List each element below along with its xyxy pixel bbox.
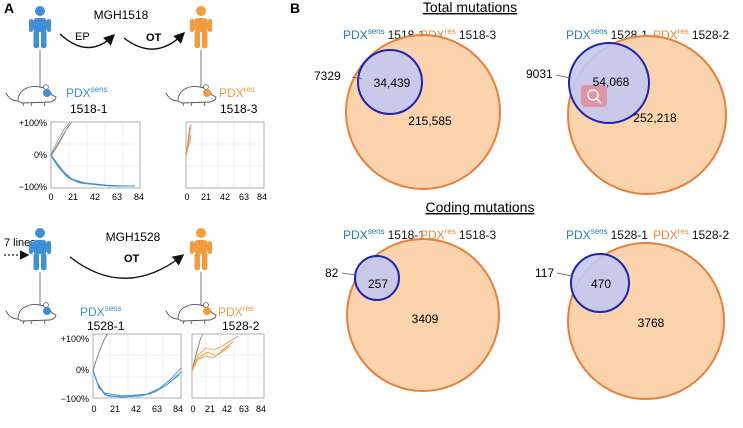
sens-label-1528-1: PDXsens: [80, 304, 122, 319]
y-tick-top: −100%: [19, 182, 47, 192]
growth-chart-1518-1: [50, 121, 141, 189]
x-tick: 21: [68, 192, 78, 202]
venn-coding-1528: PDXsens 1528-1 PDXres 1528-2 117 470 3768: [535, 227, 730, 400]
venn-only-sens: 117: [535, 266, 554, 280]
x-tick: 0: [91, 404, 96, 414]
x-tick: 63: [152, 404, 162, 414]
venn-only-res: 3768: [638, 316, 665, 330]
x-tick: 63: [239, 404, 249, 414]
panel-b-label: B: [290, 0, 300, 16]
y-tick-top: +100%: [19, 118, 47, 128]
venn-only-res: 3409: [412, 312, 439, 326]
ot-arrow: [69, 254, 185, 279]
total-mutations-title: Total mutations: [423, 0, 517, 15]
ep-label: EP: [75, 31, 90, 43]
y-tick-top: 0%: [34, 150, 47, 160]
x-tick: 0: [190, 404, 195, 414]
venn-total-1528: PDXsens 1528-1 PDXres 1528-2 9031 54,068 2…: [526, 27, 730, 195]
x-tick: 0: [48, 192, 53, 202]
patient-id-mgh1518: MGH1518: [94, 8, 149, 22]
x-tick: 84: [256, 404, 266, 414]
x-tick: 21: [205, 404, 215, 414]
res-tumor-dot: [203, 89, 211, 97]
y-tick-bottom: +100%: [61, 334, 89, 344]
venn-res-label: PDXres 1528-2: [653, 227, 730, 242]
venn-only-sens: 9031: [526, 67, 553, 81]
venn-shared: 34,439: [374, 76, 411, 90]
venn-only-sens: 82: [325, 266, 339, 280]
venn-shared: 257: [368, 277, 388, 291]
venn-sens-circle: [570, 253, 630, 313]
venn-sens-circle: [357, 49, 423, 115]
resistant-patient-icon: [190, 228, 212, 270]
sens-label-1518-1: PDXsens: [66, 85, 108, 100]
y-tick-bottom: 0%: [76, 365, 89, 375]
res-label-1518-3: PDXres: [219, 85, 255, 100]
sens-id-1528-1: 1528-1: [87, 319, 125, 333]
x-tick: 84: [257, 192, 267, 202]
sens-tumor-dot: [43, 89, 51, 97]
venn-sens-label: PDXsens 1528-1: [566, 227, 648, 242]
venn-sens-circle: [354, 255, 400, 301]
x-tick: 84: [173, 404, 183, 414]
growth-chart-1518-3: [185, 121, 265, 189]
panel-a-label: A: [4, 0, 14, 16]
x-tick: 42: [90, 192, 100, 202]
venn-only-res: 252,218: [633, 111, 677, 125]
ot-label: OT: [146, 32, 162, 44]
ot-label: OT: [124, 253, 140, 265]
sens-tumor-dot: [43, 307, 51, 315]
ot-arrow: [123, 32, 185, 50]
sensitive-patient-icon: [29, 6, 51, 48]
sensitive-patient-icon: [29, 228, 51, 270]
growth-chart-1528-2: [191, 333, 265, 399]
x-tick: 42: [222, 404, 232, 414]
y-tick-bottom: −100%: [61, 394, 89, 404]
sens-id-1518-1: 1518-1: [70, 102, 108, 116]
x-tick: 42: [131, 404, 141, 414]
lines-label: 7 lines: [4, 237, 36, 249]
x-tick: 84: [134, 192, 144, 202]
x-tick: 42: [220, 192, 230, 202]
venn-shared: 470: [591, 277, 611, 291]
venn-only-res: 215,585: [408, 114, 452, 128]
patient-id-mgh1528: MGH1528: [106, 230, 161, 244]
resistant-patient-icon: [190, 6, 212, 48]
x-tick: 63: [239, 192, 249, 202]
x-tick: 21: [110, 404, 120, 414]
res-tumor-dot: [203, 307, 211, 315]
ep-arrow: [59, 33, 116, 49]
x-tick: 63: [112, 192, 122, 202]
res-id-1518-3: 1518-3: [220, 102, 258, 116]
res-label-1528-2: PDXres: [218, 304, 254, 319]
venn-only-sens: 7329: [314, 69, 341, 83]
magnifier-icon: [581, 85, 607, 107]
venn-shared: 54,068: [593, 75, 630, 89]
venn-coding-1518: PDXsens 1518-1 PDXres 1518-3 82 257 3409: [325, 227, 500, 392]
x-tick: 0: [184, 192, 189, 202]
coding-mutations-title: Coding mutations: [426, 199, 535, 215]
res-id-1528-2: 1528-2: [222, 319, 260, 333]
growth-chart-1528-1: [92, 333, 182, 399]
x-tick: 21: [201, 192, 211, 202]
